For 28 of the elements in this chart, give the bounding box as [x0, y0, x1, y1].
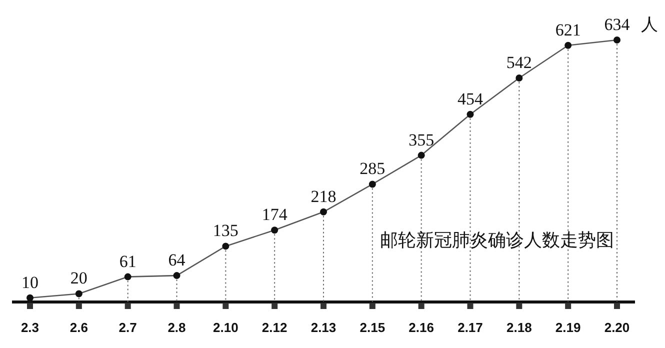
- x-tick-label: 2.12: [262, 320, 288, 335]
- x-tick-label: 2.20: [604, 320, 630, 335]
- x-tick-label: 2.16: [408, 320, 434, 335]
- data-label: 218: [310, 186, 336, 206]
- x-tick-label: 2.18: [506, 320, 532, 335]
- x-tick-label: 2.17: [458, 320, 483, 335]
- x-tick-label: 2.10: [213, 320, 238, 335]
- text: 邮轮新冠肺炎确诊人数走势图: [380, 229, 614, 252]
- x-tick-label: 2.6: [70, 320, 88, 335]
- data-label: 10: [22, 272, 38, 292]
- data-label: 64: [168, 250, 186, 270]
- data-label: 20: [70, 268, 88, 288]
- data-label: 285: [360, 159, 386, 178]
- data-label: 621: [555, 20, 581, 40]
- x-tick-label: 2.8: [168, 320, 186, 335]
- x-tick-label: 2.15: [360, 320, 386, 335]
- x-tick-label: 2.7: [118, 320, 137, 335]
- data-label: 355: [408, 130, 434, 150]
- data-label: 454: [458, 89, 484, 108]
- data-label: 174: [262, 205, 288, 224]
- data-label: 542: [506, 53, 532, 72]
- x-tick-label: 2.3: [20, 320, 40, 335]
- data-label: 634: [604, 15, 630, 34]
- x-tick-label: 2.19: [555, 320, 581, 335]
- annotation: 人: [641, 15, 658, 35]
- data-label: 61: [119, 252, 136, 271]
- x-tick-label: 2.13: [310, 320, 336, 335]
- data-label: 135: [212, 221, 238, 240]
